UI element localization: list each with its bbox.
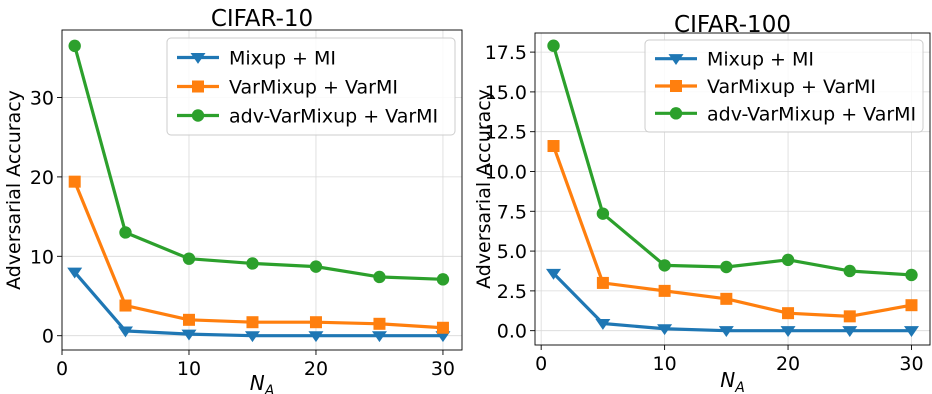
plot-frame [61, 29, 463, 351]
data-point [182, 313, 195, 326]
x-tick-label: 10 [177, 358, 201, 380]
plot-frame [534, 32, 931, 346]
data-point [117, 326, 133, 338]
x-tick-label: 30 [899, 353, 923, 375]
y-tick-label: 12.5 [485, 122, 527, 144]
data-point [119, 226, 132, 239]
legend-label: Mixup + MI [707, 49, 814, 71]
legend: Mixup + MI VarMixup + VarMI adv-VarMixup +… [644, 39, 924, 133]
x-tick-label: 30 [431, 358, 455, 380]
x-tick-label: 10 [653, 353, 677, 375]
data-point [68, 39, 81, 53]
legend-label: adv-VarMixup + VarMI [707, 103, 916, 125]
chart-panel-2: 0 10 20 30 0.0 2.5 5.0 7.5 10.0 12.5 15.0 17.5 CIFAR… [473, 12, 931, 394]
data-point [547, 39, 560, 52]
data-point [657, 324, 673, 336]
legend-label: Mixup + MI [229, 48, 336, 70]
y-tick-label: 2.5 [497, 281, 527, 303]
data-point [309, 316, 322, 329]
data-point [436, 321, 449, 334]
data-point [596, 207, 610, 220]
data-point [119, 299, 132, 312]
x-tick-label: 20 [304, 358, 328, 380]
data-point [68, 175, 81, 188]
y-tick-label: 30 [30, 87, 54, 109]
y-tick-label: 17.5 [485, 42, 527, 64]
legend-marker [192, 80, 204, 93]
x-tick-label: 20 [776, 353, 800, 375]
data-point [435, 331, 451, 343]
data-point [843, 310, 856, 323]
y-axis-label: Adversarial Accuracy [3, 90, 25, 290]
legend-label: VarMixup + VarMI [707, 76, 876, 98]
data-point [547, 140, 560, 153]
legend-marker [669, 107, 683, 120]
x-tick-label: 0 [56, 358, 68, 380]
data-point [596, 276, 609, 289]
y-axis-label: Adversarial Accuracy [473, 89, 495, 289]
y-tick-label: 10.0 [485, 161, 527, 183]
data-point [780, 326, 796, 338]
data-point [905, 268, 918, 282]
data-point [371, 331, 387, 343]
chart-panel-1: 0 10 20 30 0 10 20 30 CIFAR-10 Adversarial Accura… [3, 6, 463, 394]
data-point [720, 292, 733, 305]
data-point [246, 257, 259, 270]
y-tick-label: 7.5 [497, 201, 527, 223]
data-point [903, 326, 919, 338]
legend-marker [668, 54, 684, 66]
y-tick-label: 15.0 [485, 82, 527, 104]
y-tick-label: 0 [42, 326, 54, 348]
data-point [842, 326, 858, 338]
data-point [546, 268, 562, 280]
data-point [308, 331, 324, 343]
y-tick-label: 0.0 [497, 321, 527, 343]
data-point [781, 253, 795, 267]
x-axis-label: NA [250, 371, 275, 394]
data-point [905, 299, 918, 312]
y-tick-label: 10 [30, 246, 54, 268]
data-point [181, 329, 197, 341]
data-point [843, 264, 856, 278]
data-point [373, 270, 386, 284]
x-axis-label: NA [720, 368, 745, 394]
legend-marker [190, 53, 206, 64]
data-point [182, 252, 196, 265]
data-point [67, 267, 83, 279]
data-point [718, 326, 734, 338]
data-point [436, 273, 450, 286]
data-point [246, 316, 259, 329]
legend-label: adv-VarMixup + VarMI [229, 106, 438, 128]
chart-title: CIFAR-100 [674, 12, 791, 38]
data-point [373, 317, 386, 330]
legend-box [644, 39, 924, 133]
data-point [720, 260, 733, 274]
data-point [658, 259, 671, 272]
data-point [309, 260, 323, 273]
legend-box [166, 37, 456, 136]
y-tick-label: 5.0 [497, 241, 527, 263]
data-point [244, 331, 260, 343]
chart-title: CIFAR-10 [211, 6, 313, 32]
data-point [658, 284, 671, 297]
legend-label: VarMixup + VarMI [229, 77, 398, 99]
legend-marker [670, 80, 682, 92]
legend-marker [191, 109, 205, 122]
y-tick-label: 20 [30, 167, 54, 189]
x-tick-label: 0 [535, 353, 547, 375]
data-point [782, 307, 795, 320]
data-point [595, 319, 611, 330]
legend: Mixup + MI VarMixup + VarMI adv-VarMixup +… [166, 37, 456, 136]
